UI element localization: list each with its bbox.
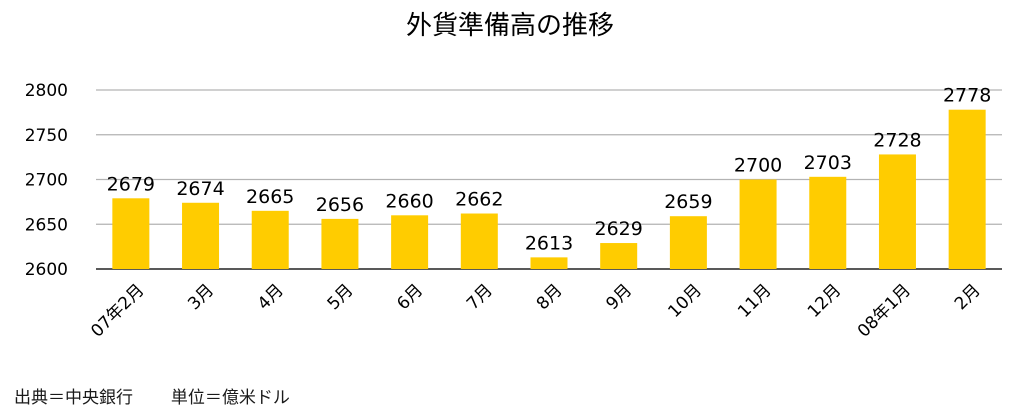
y-tick-label: 2650 <box>25 215 68 235</box>
bar <box>948 109 986 269</box>
x-tick-label: 8月 <box>533 280 567 314</box>
bar <box>878 154 916 269</box>
data-label: 2778 <box>943 85 991 107</box>
y-tick-label: 2800 <box>25 81 68 101</box>
data-label: 2674 <box>176 178 224 200</box>
x-tick-label: 3月 <box>184 280 218 314</box>
bars <box>112 109 986 269</box>
bar <box>600 243 638 269</box>
x-tick-label: 08年1月 <box>854 280 915 341</box>
bar <box>112 198 150 269</box>
bar <box>530 257 568 269</box>
data-label: 2728 <box>873 129 921 151</box>
x-tick-label: 5月 <box>324 280 358 314</box>
bar <box>391 215 429 269</box>
data-label: 2656 <box>316 194 364 216</box>
x-tick-label: 4月 <box>254 280 288 314</box>
data-label: 2700 <box>734 155 782 177</box>
data-label: 2659 <box>664 191 712 213</box>
x-tick-label: 11月 <box>734 280 775 321</box>
y-tick-label: 2750 <box>25 126 68 146</box>
x-tick-label: 9月 <box>602 280 636 314</box>
data-label: 2629 <box>595 218 643 240</box>
bar <box>669 216 707 269</box>
x-tick-label: 2月 <box>951 280 985 314</box>
data-label: 2703 <box>804 152 852 174</box>
x-tick-label: 7月 <box>463 280 497 314</box>
bar <box>321 218 359 269</box>
data-label: 2665 <box>246 186 294 208</box>
x-tick-label: 07年2月 <box>87 280 148 341</box>
x-tick-label: 12月 <box>804 280 845 321</box>
x-axis: 07年2月 3月 4月 5月 6月 7月 8月 9月 10月 11月 12月 08年1月 2月 <box>87 280 984 341</box>
chart-title: 外貨準備高の推移 <box>406 11 614 41</box>
y-tick-label: 2700 <box>25 171 68 191</box>
y-axis: 2600 2650 2700 2750 2800 <box>25 81 68 280</box>
data-labels: 2679 2674 2665 2656 2660 2662 2613 2629 2659 2700… <box>107 85 992 255</box>
x-tick-label: 6月 <box>393 280 427 314</box>
bar <box>460 213 498 269</box>
data-label: 2660 <box>385 190 433 212</box>
bar <box>809 176 847 269</box>
bar <box>182 202 220 269</box>
unit-note: 単位＝億米ドル <box>170 388 290 408</box>
y-tick-label: 2600 <box>25 260 68 280</box>
footnote: 出典＝中央銀行 単位＝億米ドル <box>14 383 290 408</box>
data-label: 2662 <box>455 189 503 211</box>
data-label: 2679 <box>107 173 155 195</box>
source-note: 出典＝中央銀行 <box>14 388 133 408</box>
bar <box>739 179 777 269</box>
x-tick-label: 10月 <box>664 280 705 321</box>
bar <box>251 210 289 269</box>
data-label: 2613 <box>525 232 573 254</box>
